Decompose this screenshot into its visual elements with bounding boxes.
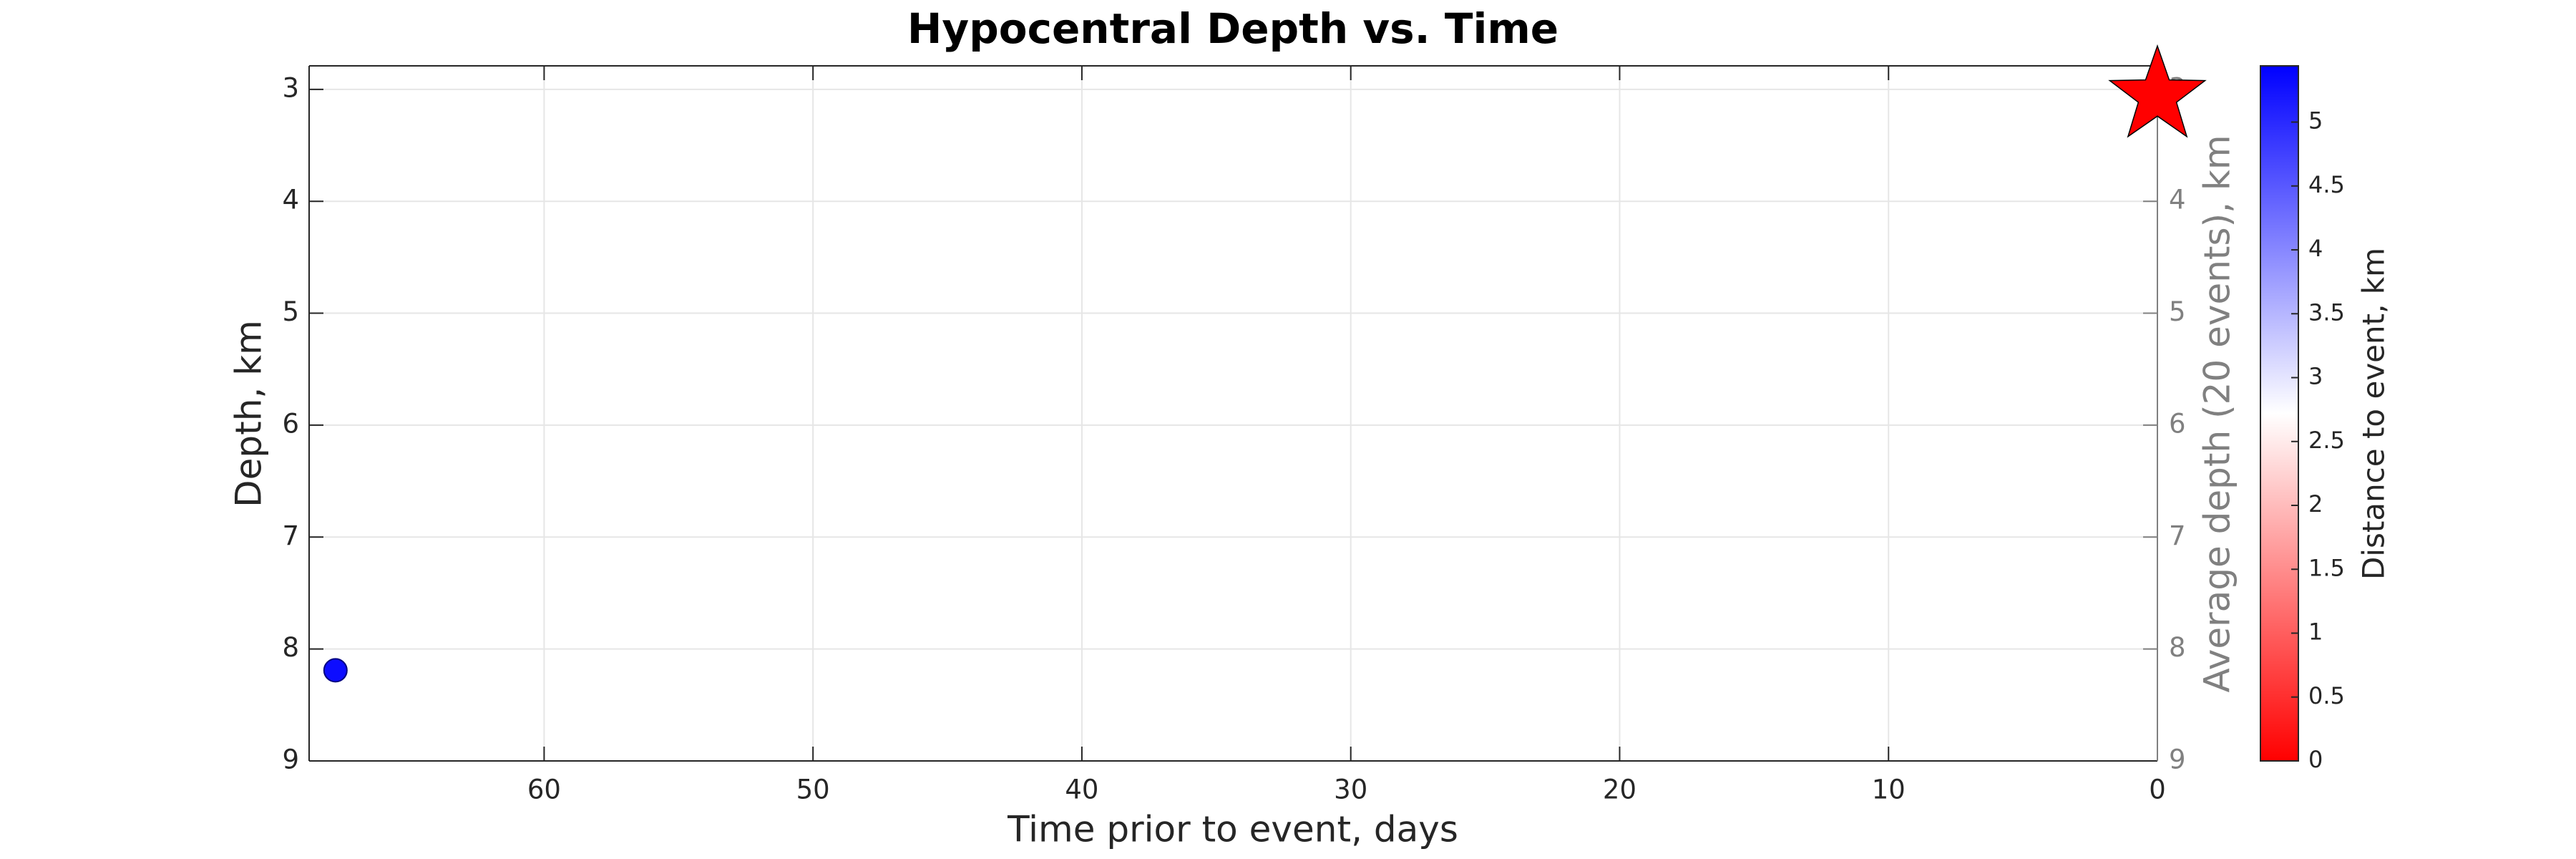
colorbar-tick-label: 1 [2308,618,2323,646]
y2-tick-label: 9 [2169,744,2186,775]
y-tick-label: 7 [282,520,299,551]
y-tick-label: 9 [282,744,299,775]
x-tick-label: 50 [796,775,830,805]
colorbar-label: Distance to event, km [2356,248,2391,580]
colorbar-tick-label: 2.5 [2308,427,2345,454]
y-tick-label: 8 [282,632,299,663]
colorbar-tick-label: 3 [2308,363,2323,390]
mainshock-star [2108,44,2207,138]
colorbar-tick-label: 1.5 [2308,554,2345,581]
y-axis-label: Depth, km [228,320,270,508]
colorbar-tick-label: 4 [2308,235,2323,262]
chart-title: Hypocentral Depth vs. Time [907,4,1558,53]
colorbar-tick-label: 2 [2308,490,2323,518]
x-tick-label: 0 [2149,775,2166,805]
y2-tick-label: 6 [2169,408,2186,439]
x-tick-label: 20 [1603,775,1636,805]
data-point [323,658,348,683]
colorbar-tick-label: 0.5 [2308,682,2345,709]
y2-axis-label: Average depth (20 events), km [2197,135,2238,692]
x-tick-label: 60 [527,775,561,805]
x-axis-label: Time prior to event, days [1007,809,1458,850]
y2-tick-label: 4 [2169,185,2186,215]
y2-tick-label: 8 [2169,632,2186,663]
y-tick-label: 5 [282,296,299,327]
colorbar [2260,65,2299,762]
x-tick-label: 30 [1334,775,1367,805]
y-tick-label: 3 [282,72,299,103]
y-tick-label: 4 [282,185,299,215]
x-tick-label: 40 [1065,775,1098,805]
x-tick-label: 10 [1872,775,1906,805]
colorbar-tick-label: 3.5 [2308,299,2345,326]
y2-tick-label: 5 [2169,296,2186,327]
colorbar-tick-label: 5 [2308,107,2323,135]
colorbar-tick-label: 0 [2308,746,2323,773]
y2-tick-label: 7 [2169,520,2186,551]
colorbar-tick-label: 4.5 [2308,171,2345,198]
y-tick-label: 6 [282,408,299,439]
